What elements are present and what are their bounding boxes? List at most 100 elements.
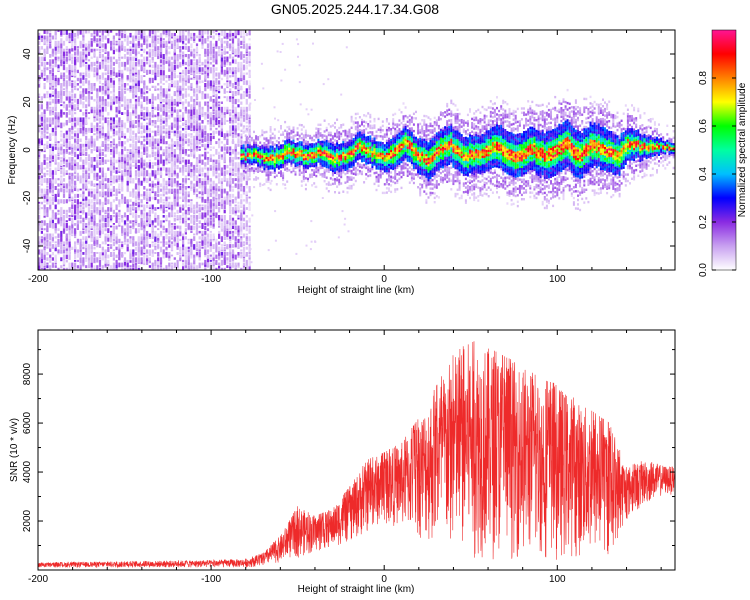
spectrogram-noise-cell xyxy=(123,64,127,71)
spectrogram-noise-cell xyxy=(218,38,221,41)
spectrogram-signal-cell xyxy=(288,136,291,139)
spectrogram-noise-cell xyxy=(168,59,171,64)
spectrogram-signal-cell xyxy=(253,160,255,164)
spectrogram-noise-cell xyxy=(96,43,99,47)
spectrogram-noise-cell xyxy=(101,106,104,112)
spectrogram-noise-cell xyxy=(148,183,151,187)
spectrogram-noise-cell xyxy=(98,230,102,236)
spectrogram-noise-cell xyxy=(195,223,199,228)
spectrogram-noise-cell xyxy=(79,193,82,198)
spectrogram-noise-cell xyxy=(85,127,88,132)
spectrogram-noise-cell xyxy=(74,104,77,109)
spectrogram-noise-cell xyxy=(38,265,41,270)
spectrogram-noise-cell xyxy=(234,35,237,39)
spectrogram-noise-cell xyxy=(168,254,171,259)
spectrogram-noise-cell xyxy=(104,88,107,94)
spectrogram-noise-cell xyxy=(204,75,207,80)
spectrogram-signal-cell xyxy=(255,143,258,147)
spectrogram-noise-cell xyxy=(146,96,149,101)
spectrogram-noise-cell xyxy=(240,249,243,252)
spectrogram-signal-cell xyxy=(255,156,258,160)
spectrogram-noise-cell xyxy=(79,201,82,204)
spectrogram-noise-cell xyxy=(126,262,129,268)
spectrogram-signal-cell xyxy=(248,167,251,171)
spectrogram-noise-cell xyxy=(223,106,226,112)
spectrogram-noise-cell xyxy=(218,193,221,200)
spectrogram-noise-cell xyxy=(245,170,248,175)
spectrogram-noise-cell xyxy=(162,40,165,44)
spectrogram-noise-cell xyxy=(137,104,140,107)
spectrogram-noise-cell xyxy=(229,162,232,167)
spectrogram-noise-cell xyxy=(170,130,174,133)
spectrogram-noise-cell xyxy=(51,196,54,202)
spectrogram-noise-cell xyxy=(223,143,226,147)
spectrogram-noise-cell xyxy=(146,162,149,168)
spectrogram-noise-cell xyxy=(218,72,221,78)
spectrogram-noise-cell xyxy=(49,154,52,160)
spectrogram-noise-cell xyxy=(190,51,193,57)
spectrogram-noise-cell xyxy=(57,238,60,245)
spectrogram-noise-cell xyxy=(129,204,132,207)
spectrogram-noise-cell xyxy=(206,199,210,204)
spectrogram-noise-cell xyxy=(40,133,43,139)
spectrogram-noise-cell xyxy=(201,46,204,49)
spectrogram-noise-cell xyxy=(173,183,176,187)
spectrogram-noise-cell xyxy=(157,259,160,265)
spectrogram-noise-cell xyxy=(57,46,60,52)
spectrogram-noise-cell xyxy=(237,225,240,230)
spectrogram-signal-cell xyxy=(244,160,247,163)
spectrogram-noise-cell xyxy=(49,236,52,241)
spectrogram-noise-cell xyxy=(132,252,135,257)
spectrogram-outlier-cell xyxy=(305,108,308,111)
spectrogram-noise-cell xyxy=(146,254,149,259)
spectrogram-noise-cell xyxy=(240,180,243,183)
spectrogram-noise-cell xyxy=(38,117,41,122)
spectrogram-noise-cell xyxy=(40,101,43,104)
spectrogram-noise-cell xyxy=(245,183,248,189)
spectrogram-noise-cell xyxy=(137,35,140,40)
figure-title: GN05.2025.244.17.34.G08 xyxy=(271,1,439,17)
spectrogram-noise-cell xyxy=(206,35,210,39)
spectrogram-signal-cell xyxy=(267,145,270,149)
spectrogram-signal-cell xyxy=(255,154,258,157)
spectrogram-noise-cell xyxy=(245,215,248,218)
spectrogram-noise-cell xyxy=(234,85,237,90)
spectrogram-noise-cell xyxy=(118,61,121,68)
spectrogram-noise-cell xyxy=(104,223,107,228)
spectrogram-noise-cell xyxy=(187,252,190,256)
spectrogram-noise-cell xyxy=(234,167,237,173)
spectrogram-noise-cell xyxy=(110,109,113,112)
spectrogram-noise-cell xyxy=(195,265,199,270)
spectrogram-noise-cell xyxy=(146,38,149,42)
spectrogram-noise-cell xyxy=(49,75,52,81)
spectrogram-noise-cell xyxy=(104,51,107,54)
spectrogram-noise-cell xyxy=(65,244,68,249)
spectrogram-noise-cell xyxy=(115,40,118,43)
spectrogram-noise-cell xyxy=(148,162,151,168)
spectrogram-noise-cell xyxy=(40,167,43,172)
spectrogram-noise-cell xyxy=(170,149,174,151)
spectrogram-noise-cell xyxy=(71,101,74,106)
spectrogram-noise-cell xyxy=(129,199,132,203)
spectrogram-noise-cell xyxy=(98,183,102,189)
spectrogram-noise-cell xyxy=(51,191,54,195)
spectrogram-noise-cell xyxy=(159,196,163,203)
spectrogram-noise-cell xyxy=(240,223,243,228)
spectrogram-noise-cell xyxy=(107,120,110,126)
spectrogram-noise-cell xyxy=(115,149,118,155)
spectrogram-noise-cell xyxy=(173,236,176,242)
spectrogram-noise-cell xyxy=(71,120,74,126)
spectrogram-noise-cell xyxy=(46,122,49,127)
spectrogram-noise-cell xyxy=(165,93,168,99)
spectrogram-noise-cell xyxy=(170,241,174,244)
spectrogram-noise-cell xyxy=(159,154,163,160)
spectrogram-outlier-cell xyxy=(274,210,277,213)
spectrogram-signal-cell xyxy=(240,172,243,176)
spectrogram-noise-cell xyxy=(107,217,110,223)
spectrogram-noise-cell xyxy=(85,201,88,208)
spectrogram-noise-cell xyxy=(229,204,232,209)
spectrogram-signal-cell xyxy=(246,167,249,170)
spectrogram-noise-cell xyxy=(176,56,179,61)
spectrogram-noise-cell xyxy=(98,109,102,113)
spectrogram-noise-cell xyxy=(187,30,190,34)
